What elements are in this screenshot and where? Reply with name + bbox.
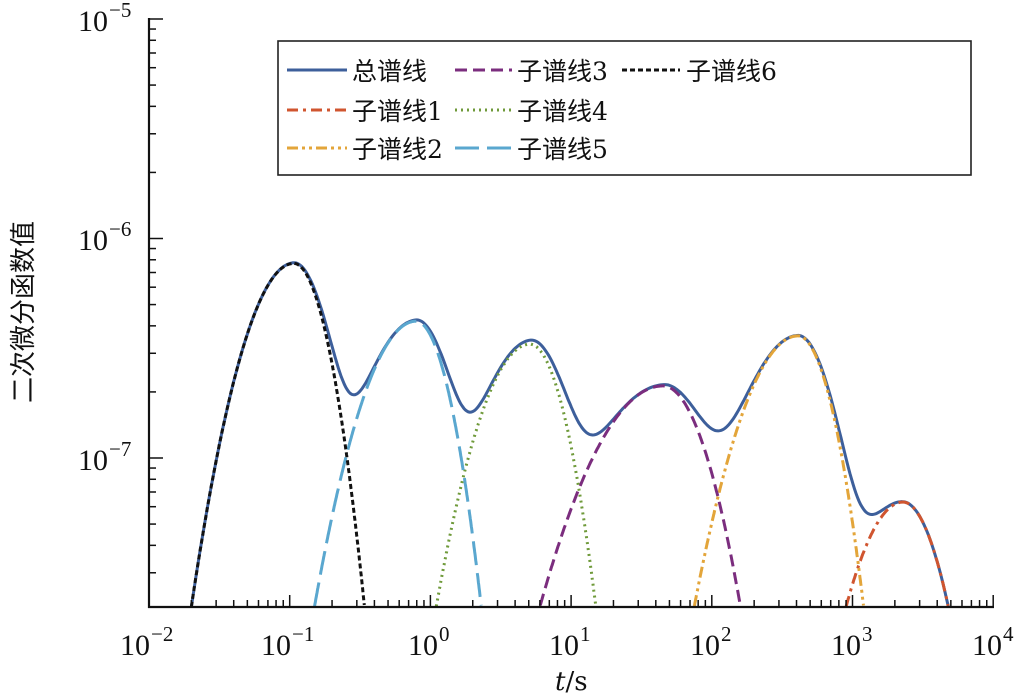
x-tick-base: 10: [261, 629, 291, 662]
x-tick-label-1e4: 10 4: [972, 622, 1014, 662]
y-tick-exponent: −5: [109, 0, 131, 22]
svg-text:子谱线5: 子谱线5: [517, 135, 608, 164]
x-tick-exponent: 3: [862, 622, 873, 646]
x-tick-label-1e-1: 10 −1: [261, 622, 314, 662]
legend-item-total: 总谱线: [287, 57, 427, 86]
x-axis-title-variable: t: [555, 667, 566, 696]
x-tick-base: 10: [831, 629, 861, 662]
x-tick-base: 10: [690, 629, 720, 662]
x-tick-exponent: −2: [151, 622, 173, 646]
x-tick-base: 10: [972, 629, 1002, 662]
series-sub-spectrum-1: [844, 500, 950, 608]
x-tick-label-1e0: 10 0: [408, 622, 450, 662]
svg-text:子谱线3: 子谱线3: [517, 57, 608, 86]
x-tick-exponent: 0: [439, 622, 450, 646]
legend-item-sub3: 子谱线3: [455, 57, 608, 86]
svg-text:子谱线6: 子谱线6: [686, 57, 777, 86]
series-sub-spectrum-2: [692, 334, 865, 607]
series-sub-spectrum-4: [434, 342, 598, 607]
legend-item-sub4: 子谱线4: [455, 97, 608, 126]
y-tick-base: 10: [78, 5, 108, 38]
series-sub-spectrum-3: [538, 384, 742, 607]
x-axis-title: t/s: [555, 667, 588, 696]
x-tick-base: 10: [549, 629, 579, 662]
x-tick-label-1e1: 10 1: [549, 622, 591, 662]
x-tick-label-1e3: 10 3: [831, 622, 873, 662]
y-tick-base: 10: [78, 224, 108, 257]
y-axis: [147, 18, 163, 608]
plot-area: [189, 261, 950, 608]
series-sub-spectrum-5: [313, 319, 483, 607]
x-tick-exponent: −1: [292, 622, 314, 646]
svg-text:t/s: t/s: [555, 667, 588, 696]
y-axis-title: 二次微分函数值: [9, 221, 39, 403]
x-tick-exponent: 2: [721, 622, 732, 646]
x-tick-base: 10: [120, 629, 150, 662]
y-tick-label-1e-7: 10 −7: [78, 437, 131, 477]
x-axis: [148, 595, 994, 609]
legend-item-sub2: 子谱线2: [287, 135, 443, 164]
legend-item-sub6: 子谱线6: [622, 57, 777, 86]
x-tick-exponent: 4: [1003, 622, 1014, 646]
legend-item-sub5: 子谱线5: [455, 135, 608, 164]
y-tick-exponent: −7: [109, 437, 131, 461]
y-tick-exponent: −6: [109, 217, 131, 241]
x-tick-base: 10: [408, 629, 438, 662]
y-tick-base: 10: [78, 444, 108, 477]
svg-text:子谱线1: 子谱线1: [352, 97, 443, 126]
legend-item-sub1: 子谱线1: [287, 97, 443, 126]
y-tick-label-1e-5: 10 −5: [78, 0, 131, 38]
series-total-spectrum: [189, 261, 950, 608]
series-sub-spectrum-6: [189, 261, 366, 607]
svg-text:子谱线2: 子谱线2: [352, 135, 443, 164]
svg-text:子谱线4: 子谱线4: [517, 97, 608, 126]
legend-box: [277, 40, 972, 176]
x-axis-title-unit: /s: [565, 667, 587, 696]
legend: 总谱线 子谱线1 子谱线2 子谱线3 子谱线4 子谱线5 子谱线6: [277, 40, 972, 176]
svg-text:总谱线: 总谱线: [352, 57, 427, 86]
x-tick-label-1e-2: 10 −2: [120, 622, 173, 662]
x-tick-label-1e2: 10 2: [690, 622, 732, 662]
y-tick-label-1e-6: 10 −6: [78, 217, 131, 257]
x-tick-exponent: 1: [580, 622, 591, 646]
